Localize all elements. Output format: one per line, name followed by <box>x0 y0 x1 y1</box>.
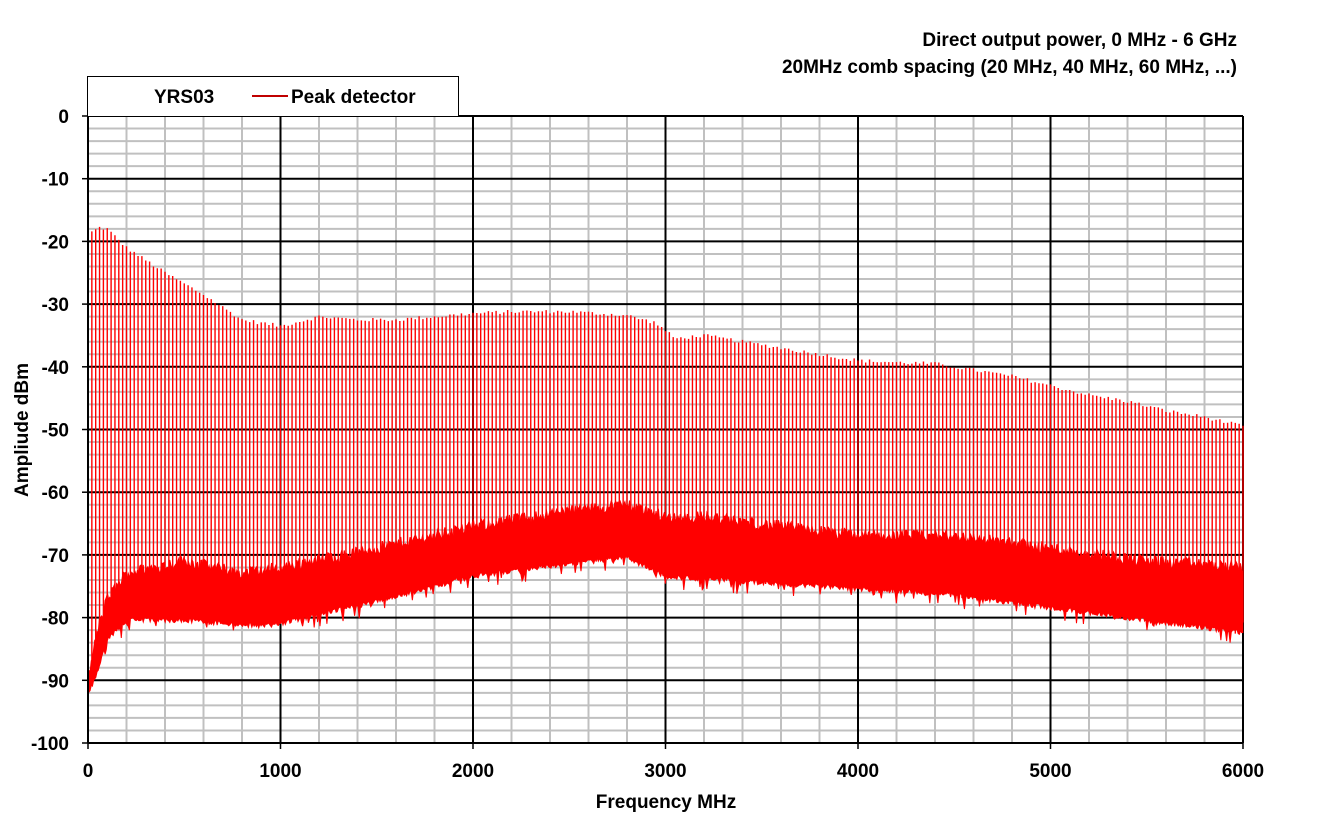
axes <box>82 115 1244 749</box>
y-tick-label: -10 <box>42 170 69 191</box>
x-tick-label: 1000 <box>259 761 301 782</box>
legend-title: YRS03 <box>154 87 214 108</box>
y-tick-label: -20 <box>42 232 69 253</box>
y-tick-label: 0 <box>58 107 69 128</box>
y-tick-label: -30 <box>42 295 69 316</box>
y-tick-label: -70 <box>42 546 69 567</box>
x-tick-label: 2000 <box>452 761 494 782</box>
legend: YRS03 Peak detector <box>87 76 459 117</box>
x-axis-label: Frequency MHz <box>596 792 736 813</box>
x-tick-label: 3000 <box>644 761 686 782</box>
y-tick-label: -40 <box>42 358 69 379</box>
x-tick-label: 0 <box>83 761 94 782</box>
tick-labels: 0 -10 -20 -30 -40 -50 -60 -70 -80 -90 -100 0 1000 200… <box>31 107 1264 782</box>
y-tick-label: -100 <box>31 734 69 755</box>
legend-label-peak-detector: Peak detector <box>291 87 416 108</box>
y-axis-label: Ampliude dBm <box>12 363 33 497</box>
y-tick-label: -80 <box>42 609 69 630</box>
x-tick-label: 6000 <box>1222 761 1264 782</box>
y-tick-label: -60 <box>42 483 69 504</box>
series-peak-detector <box>88 226 1244 694</box>
y-tick-label: -90 <box>42 671 69 692</box>
x-tick-label: 4000 <box>837 761 879 782</box>
noise-floor-band <box>88 499 1244 694</box>
chart-title-line-2: 20MHz comb spacing (20 MHz, 40 MHz, 60 M… <box>782 57 1237 78</box>
chart-title-line-1: Direct output power, 0 MHz - 6 GHz <box>922 30 1237 51</box>
x-tick-label: 5000 <box>1029 761 1071 782</box>
y-tick-label: -50 <box>42 421 69 442</box>
